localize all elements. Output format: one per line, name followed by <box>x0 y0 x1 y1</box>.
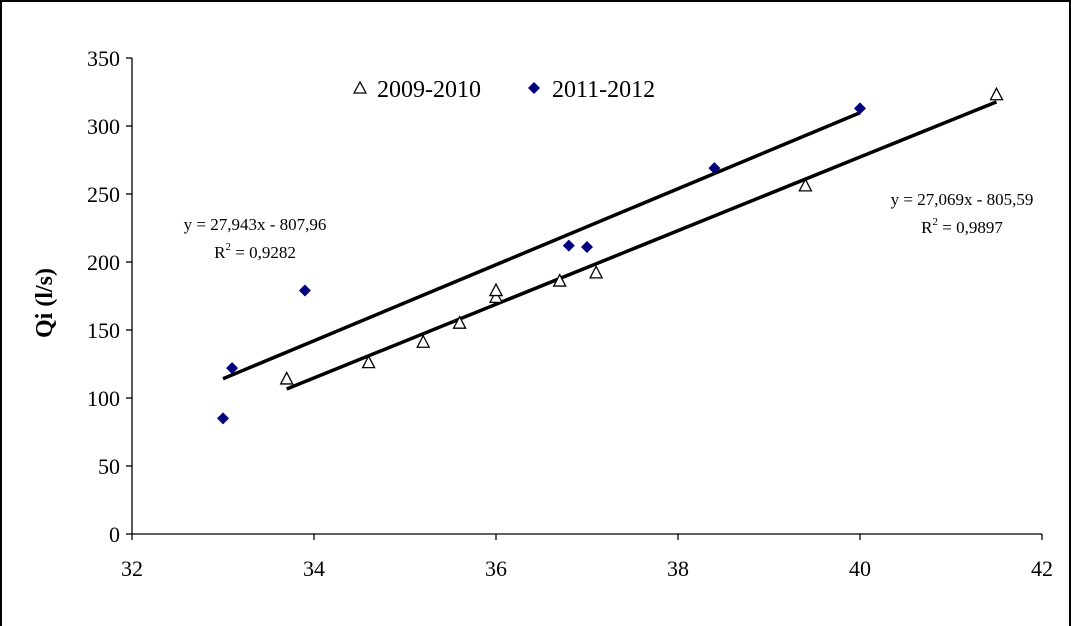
data-point-2009-2010 <box>416 334 431 348</box>
data-point-2009-2010 <box>279 371 294 385</box>
y-tick-label: 250 <box>87 182 120 207</box>
trendlines <box>222 100 998 391</box>
equation-text-2011-2012: y = 27,943x - 807,96 <box>184 215 327 234</box>
x-tick-label: 32 <box>121 556 143 581</box>
data-point-2009-2010 <box>488 289 504 304</box>
y-tick-label: 0 <box>109 522 120 547</box>
data-point-2011-2012 <box>562 239 575 252</box>
equation-text-2009-2010: y = 27,069x - 805,59 <box>891 190 1034 209</box>
y-tick-label: 300 <box>87 114 120 139</box>
legend-triangle-marker <box>352 80 368 94</box>
data-point-2009-2010 <box>589 264 604 279</box>
trendline-2009-2010 <box>286 100 998 391</box>
x-tick-label: 36 <box>485 556 507 581</box>
x-tick-label: 34 <box>303 556 325 581</box>
data-point-2009-2010 <box>552 273 567 287</box>
data-points <box>217 86 1004 425</box>
trendline-2011-2012 <box>222 111 861 381</box>
data-point-2009-2010 <box>361 354 376 369</box>
r-squared-text-2009-2010: R2 = 0,9897 <box>921 216 1003 237</box>
data-point-2011-2012 <box>854 102 866 115</box>
data-point-2011-2012 <box>708 162 721 175</box>
legend-item-2011-2012: 2011-2012 <box>528 77 655 103</box>
data-point-2009-2010 <box>989 86 1004 101</box>
legend: 2009-2010 2011-2012 <box>352 77 655 103</box>
legend-diamond-marker <box>528 82 540 94</box>
data-point-2011-2012 <box>298 284 311 297</box>
r-squared-text-2011-2012: R2 = 0,9282 <box>214 241 296 262</box>
x-tick-label: 40 <box>849 556 871 581</box>
x-tick-label: 42 <box>1031 556 1053 581</box>
legend-label-2011-2012: 2011-2012 <box>552 77 655 103</box>
y-tick-label: 200 <box>87 250 120 275</box>
legend-item-2009-2010: 2009-2010 <box>352 77 481 103</box>
y-tick-label: 350 <box>87 46 120 71</box>
x-tick-label: 38 <box>667 556 689 581</box>
y-tick-label: 150 <box>87 318 120 343</box>
equation-label-2009-2010: y = 27,069x - 805,59 R2 = 0,9897 <box>891 190 1034 237</box>
data-point-2011-2012 <box>581 241 593 254</box>
y-tick-label: 50 <box>98 454 120 479</box>
data-point-2009-2010 <box>452 315 467 329</box>
data-point-2011-2012 <box>226 362 239 375</box>
legend-label-2009-2010: 2009-2010 <box>377 77 481 103</box>
equation-label-2011-2012: y = 27,943x - 807,96 R2 = 0,9282 <box>184 215 327 262</box>
y-axis-label: Qi (l/s) <box>32 268 58 338</box>
data-point-2009-2010 <box>798 177 813 192</box>
axes: 0 50 100 150 200 250 300 350 32 34 36 38 40 42 <box>87 46 1053 581</box>
y-tick-label: 100 <box>87 386 120 411</box>
data-point-2009-2010 <box>488 282 504 297</box>
data-point-2011-2012 <box>217 412 229 425</box>
